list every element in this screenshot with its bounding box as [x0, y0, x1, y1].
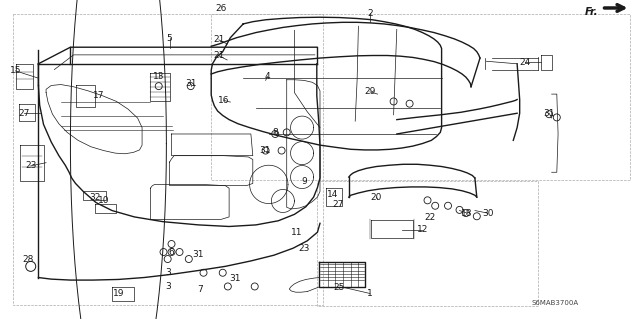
- Text: 7: 7: [197, 285, 202, 294]
- Text: 25: 25: [333, 283, 345, 292]
- Text: 31: 31: [230, 274, 241, 283]
- Text: 24: 24: [519, 58, 531, 67]
- Text: 27: 27: [19, 109, 30, 118]
- Text: 16: 16: [218, 96, 230, 105]
- Text: 3: 3: [165, 268, 170, 277]
- Text: 6: 6: [169, 248, 174, 256]
- Text: 4: 4: [265, 72, 270, 81]
- Text: 20: 20: [371, 193, 382, 202]
- Text: 23: 23: [25, 161, 36, 170]
- Text: 31: 31: [193, 250, 204, 259]
- Text: 27: 27: [332, 200, 344, 209]
- Text: S6MAB3700A: S6MAB3700A: [532, 300, 579, 306]
- Text: 9: 9: [302, 177, 307, 186]
- Text: Fr.: Fr.: [585, 7, 598, 17]
- Text: 3: 3: [165, 282, 170, 291]
- Text: 28: 28: [22, 256, 34, 264]
- Text: 21: 21: [213, 51, 225, 60]
- Text: 30: 30: [482, 209, 493, 218]
- Text: 26: 26: [215, 4, 227, 13]
- Text: 31: 31: [259, 146, 271, 155]
- Text: 18: 18: [461, 209, 473, 218]
- Text: 21: 21: [213, 35, 225, 44]
- Text: 31: 31: [185, 79, 196, 88]
- Text: 5: 5: [167, 34, 172, 43]
- Text: 10: 10: [98, 196, 109, 205]
- Text: 11: 11: [291, 228, 303, 237]
- Text: 32: 32: [89, 193, 100, 202]
- Text: 12: 12: [417, 225, 428, 234]
- Text: 14: 14: [327, 190, 339, 199]
- Text: 29: 29: [364, 87, 376, 96]
- Text: 22: 22: [424, 213, 436, 222]
- Text: 31: 31: [543, 109, 555, 118]
- Text: 8: 8: [273, 128, 278, 137]
- Text: 1: 1: [367, 289, 372, 298]
- Text: 15: 15: [10, 66, 21, 75]
- Text: 17: 17: [93, 91, 105, 100]
- Text: 23: 23: [298, 244, 310, 253]
- Text: 19: 19: [113, 289, 124, 298]
- Text: 13: 13: [153, 72, 164, 81]
- Text: 2: 2: [367, 9, 372, 18]
